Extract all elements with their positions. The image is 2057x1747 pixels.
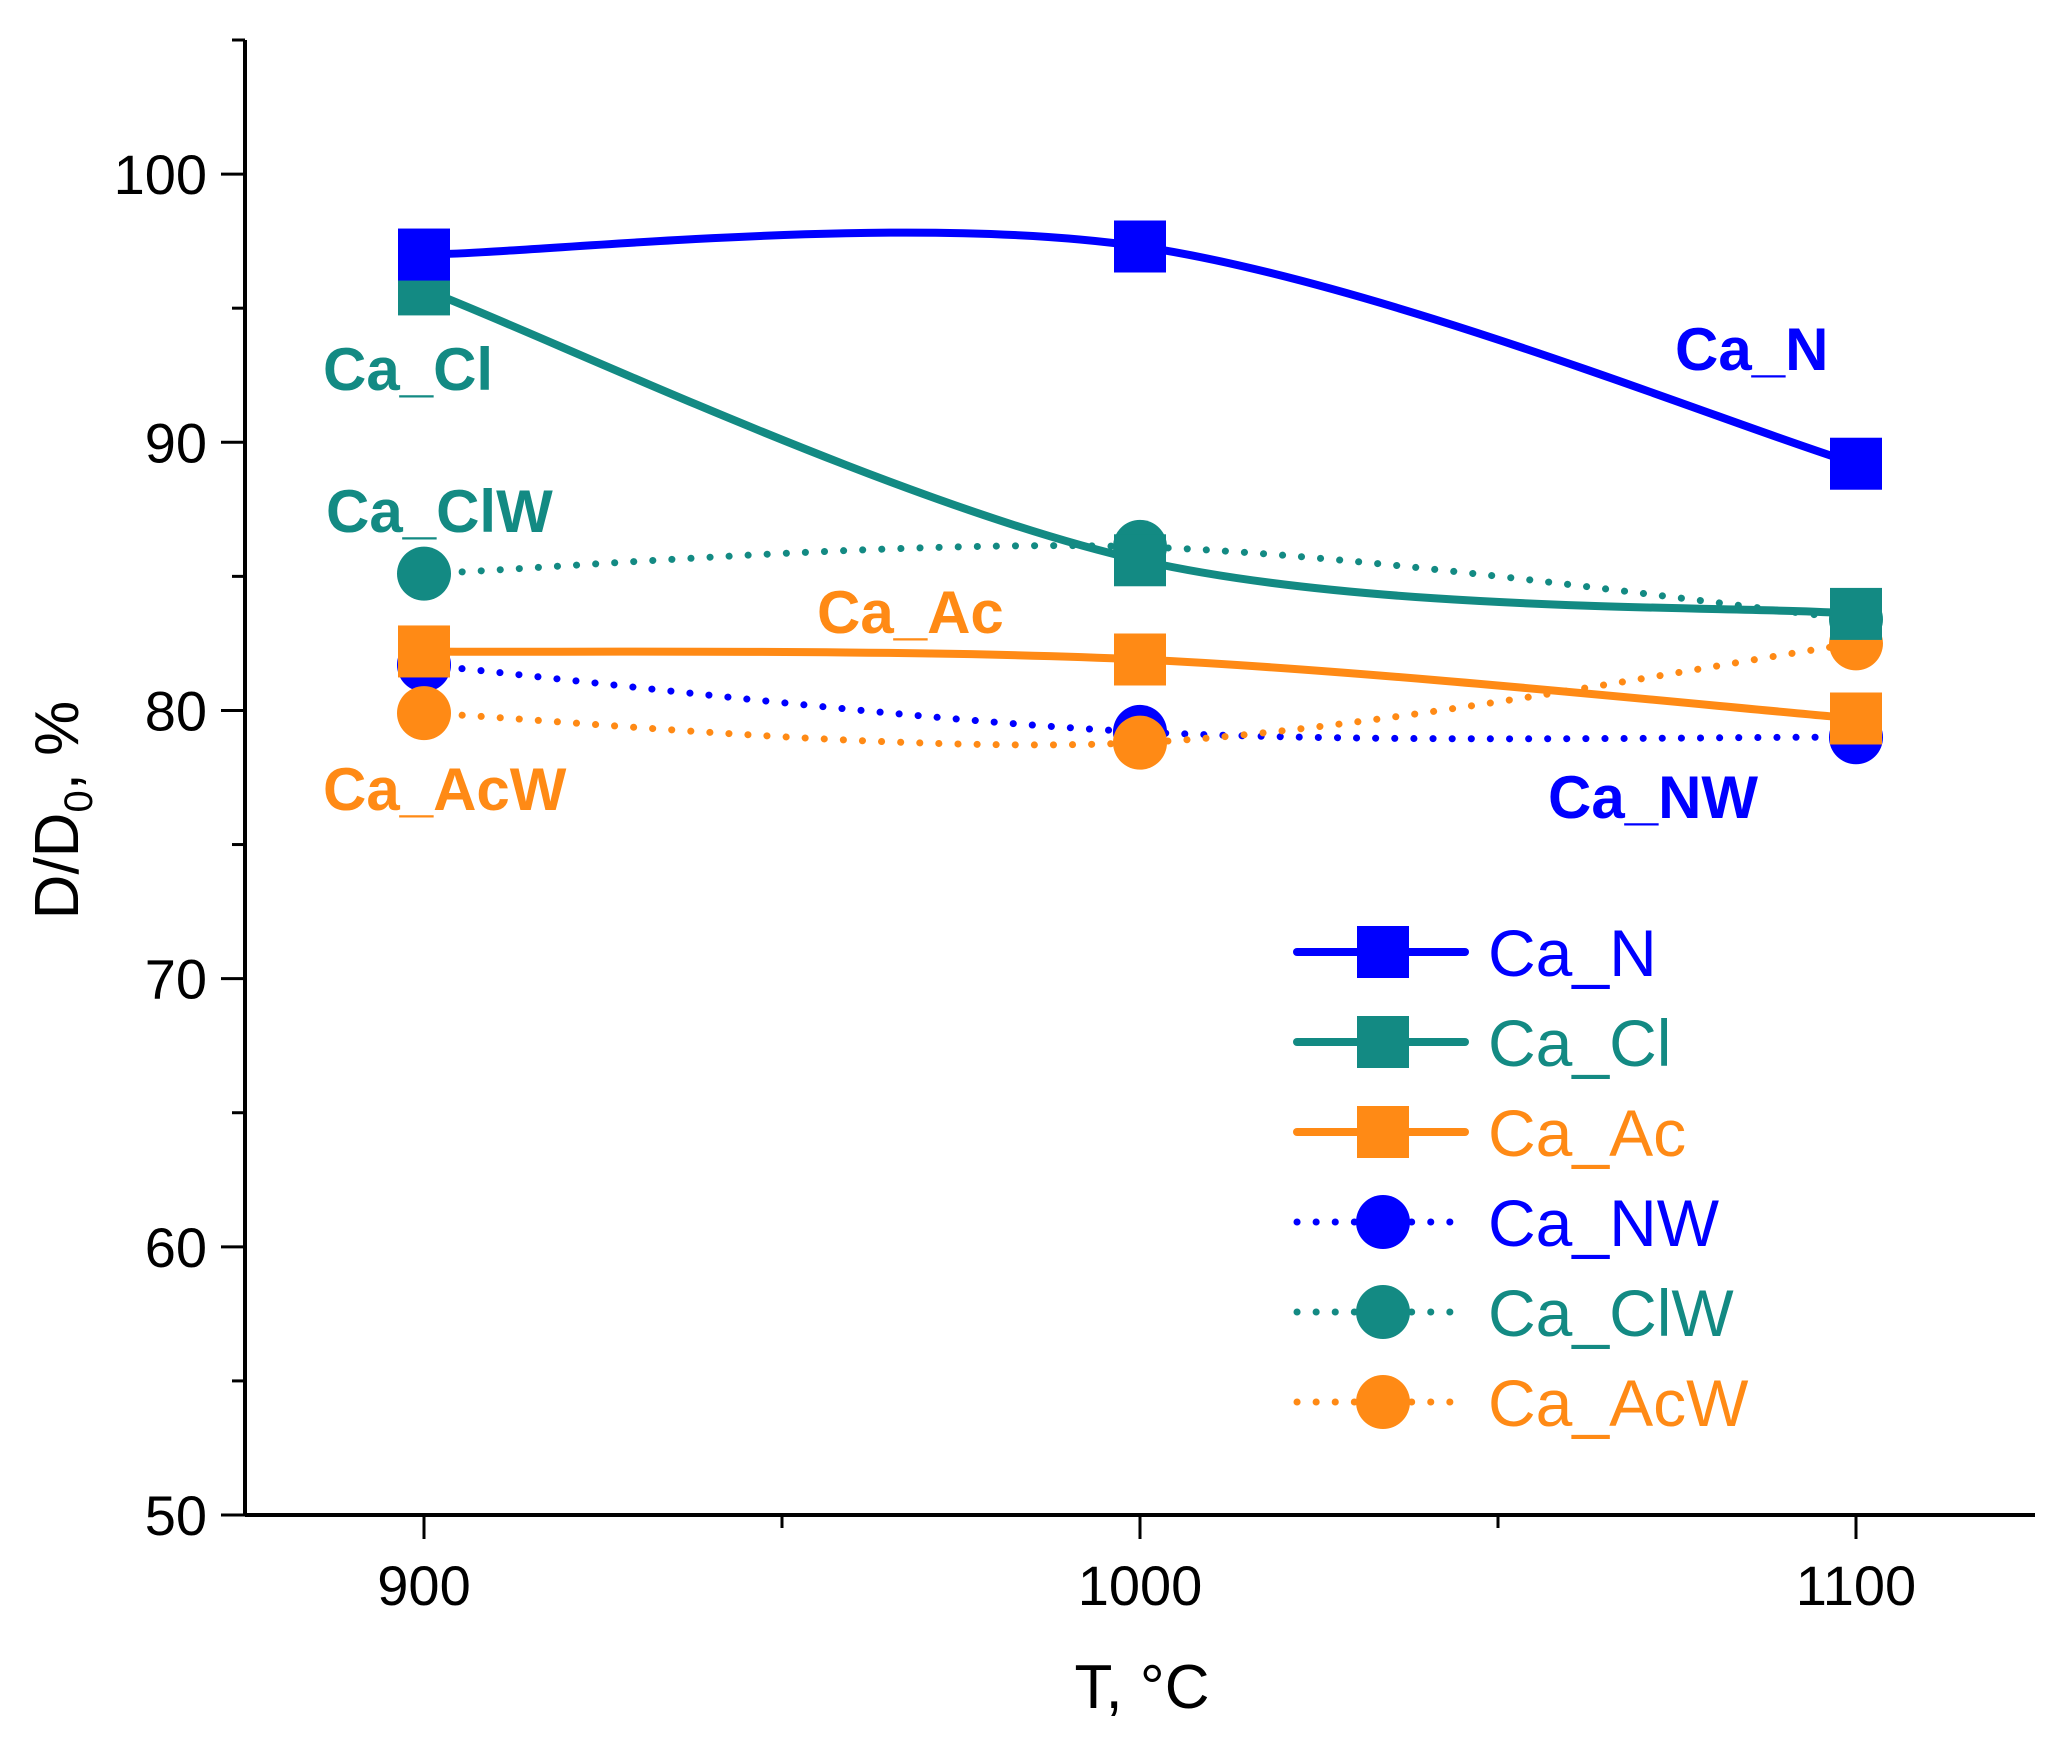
x-tick-label: 1100 <box>1796 1554 1916 1617</box>
x-axis-title: T, °C <box>1074 1653 1209 1722</box>
y-tick-label: 60 <box>145 1216 207 1279</box>
annotation-label: Ca_Ac <box>817 579 1004 646</box>
data-point-square <box>1114 220 1166 273</box>
legend-marker-circle <box>1356 1195 1410 1249</box>
y-axis-title-subscript: 0 <box>57 790 101 812</box>
annotation-label: Ca_Cl <box>323 336 493 403</box>
y-tick-label: 100 <box>114 143 207 206</box>
data-point-square <box>1114 534 1166 587</box>
series-line-ca-acw <box>420 639 1860 749</box>
series-group <box>397 220 1883 770</box>
legend-marker-square <box>1357 926 1409 978</box>
data-point-square <box>1830 587 1882 640</box>
annotations: Ca_Cl Ca_ClW Ca_Ac Ca_AcW Ca_N Ca_NW <box>323 316 1828 831</box>
y-axis-title: D/D0, % <box>23 701 101 920</box>
data-point-square <box>398 228 450 281</box>
series-line-ca-clw <box>420 542 1860 623</box>
annotation-label: Ca_N <box>1675 316 1828 383</box>
legend-label: Ca_Ac <box>1488 1096 1686 1170</box>
data-point-square <box>398 625 450 678</box>
legend: Ca_N Ca_Cl Ca_Ac Ca_NW Ca_ClW Ca_AcW <box>1293 916 1749 1440</box>
legend-marker-circle <box>1356 1285 1410 1339</box>
data-point-square <box>1114 633 1166 686</box>
data-point-square <box>1830 692 1882 745</box>
legend-label: Ca_ClW <box>1488 1276 1734 1350</box>
annotation-label: Ca_ClW <box>326 478 553 545</box>
y-tick-label: 80 <box>145 679 207 742</box>
x-tick-label: 900 <box>377 1554 470 1617</box>
legend-marker-circle <box>1356 1375 1410 1429</box>
legend-label: Ca_AcW <box>1488 1366 1749 1440</box>
legend-marker-square <box>1357 1106 1409 1158</box>
y-axis-title-tail: , % <box>23 701 92 791</box>
legend-label: Ca_NW <box>1488 1186 1720 1260</box>
y-axis-title-main: D/D <box>23 813 92 920</box>
series-line-ca-nw <box>420 661 1860 743</box>
annotation-label: Ca_AcW <box>323 756 567 823</box>
data-point-square <box>1830 437 1882 490</box>
data-point-circle <box>1113 715 1167 770</box>
y-tick-label: 70 <box>145 948 207 1011</box>
y-tick-label: 90 <box>145 411 207 474</box>
y-tick-label: 50 <box>145 1484 207 1547</box>
data-point-circle <box>397 546 451 601</box>
legend-label: Ca_Cl <box>1488 1006 1671 1080</box>
axes: 50 60 70 80 90 100 900 1000 1100 <box>114 38 2035 1617</box>
x-tick-label: 1000 <box>1078 1554 1203 1617</box>
annotation-label: Ca_NW <box>1548 764 1758 831</box>
legend-label: Ca_N <box>1488 916 1657 990</box>
legend-marker-square <box>1357 1016 1409 1068</box>
data-point-circle <box>397 686 451 741</box>
